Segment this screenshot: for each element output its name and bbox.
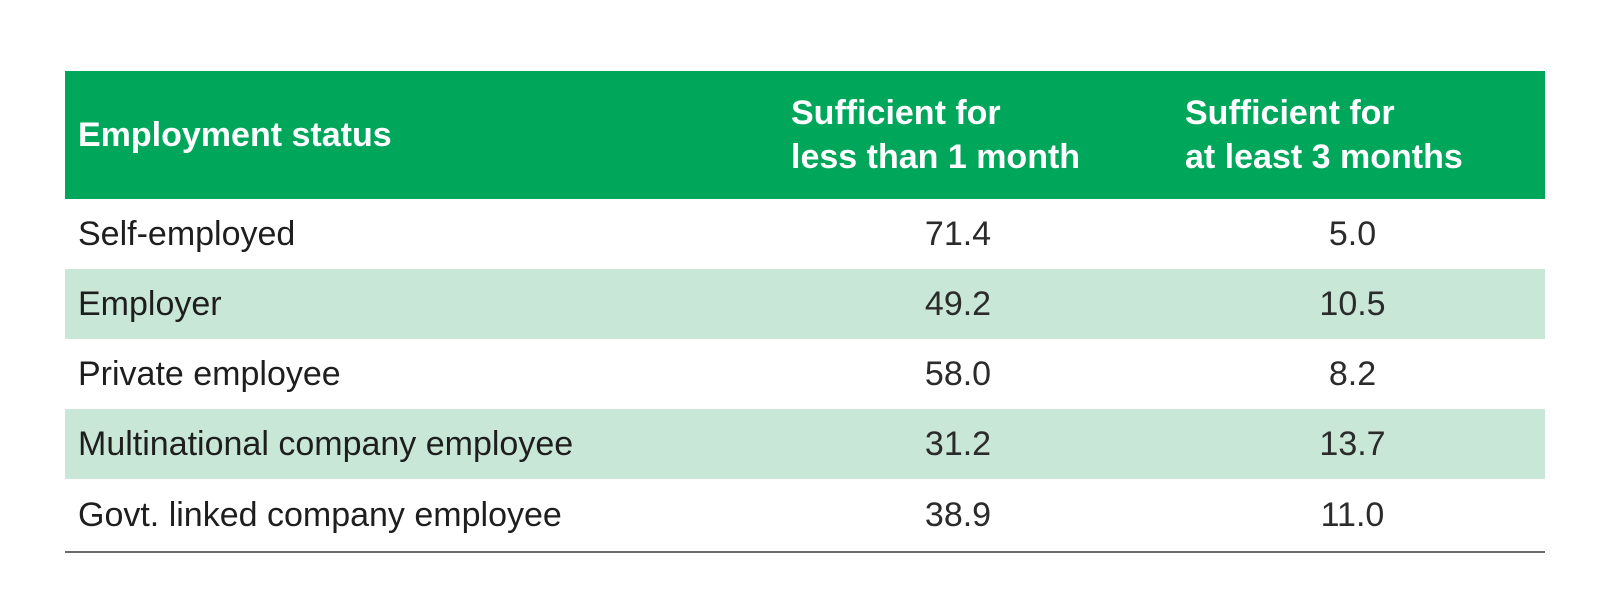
cell-at-least-3-months: 10.5 (1319, 284, 1386, 323)
row-label: Employer (78, 284, 222, 323)
header-less-than-1-month-line1: Sufficient for (791, 94, 1001, 132)
header-at-least-3-months: Sufficient for at least 3 months (1185, 71, 1545, 199)
cell-at-least-3-months: 8.2 (1328, 354, 1377, 393)
table-body: Self-employed 71.4 5.0 Employer 49.2 10.… (65, 199, 1545, 552)
cell-at-least-3-months: 11.0 (1320, 495, 1385, 534)
table-row: Govt. linked company employee 38.9 11.0 (65, 479, 1545, 552)
header-at-least-3-months-line2: at least 3 months (1185, 138, 1463, 176)
row-label: Self-employed (78, 214, 296, 253)
row-label: Govt. linked company employee (78, 495, 562, 534)
table-header: Employment status Sufficient for less th… (65, 71, 1545, 199)
row-label: Multinational company employee (78, 424, 574, 463)
header-less-than-1-month-line2: less than 1 month (791, 138, 1081, 176)
table-row: Employer 49.2 10.5 (65, 269, 1545, 339)
cell-less-than-1-month: 38.9 (924, 495, 992, 534)
cell-less-than-1-month: 58.0 (924, 354, 992, 393)
cell-less-than-1-month: 49.2 (924, 284, 992, 323)
cell-less-than-1-month: 71.4 (924, 214, 992, 253)
header-less-than-1-month: Sufficient for less than 1 month (791, 71, 1185, 199)
employment-savings-table: Employment status Sufficient for less th… (65, 71, 1545, 553)
cell-at-least-3-months: 5.0 (1328, 214, 1377, 253)
cell-at-least-3-months: 13.7 (1319, 424, 1386, 463)
data-table-container: Employment status Sufficient for less th… (65, 71, 1545, 553)
table-row: Multinational company employee 31.2 13.7 (65, 409, 1545, 479)
row-label: Private employee (78, 354, 341, 393)
table-row: Private employee 58.0 8.2 (65, 339, 1545, 409)
header-at-least-3-months-line1: Sufficient for (1185, 94, 1395, 132)
header-employment-status-label: Employment status (78, 116, 392, 154)
header-row: Employment status Sufficient for less th… (65, 71, 1545, 199)
table-row: Self-employed 71.4 5.0 (65, 199, 1545, 269)
cell-less-than-1-month: 31.2 (924, 424, 992, 463)
header-employment-status: Employment status (65, 71, 791, 199)
